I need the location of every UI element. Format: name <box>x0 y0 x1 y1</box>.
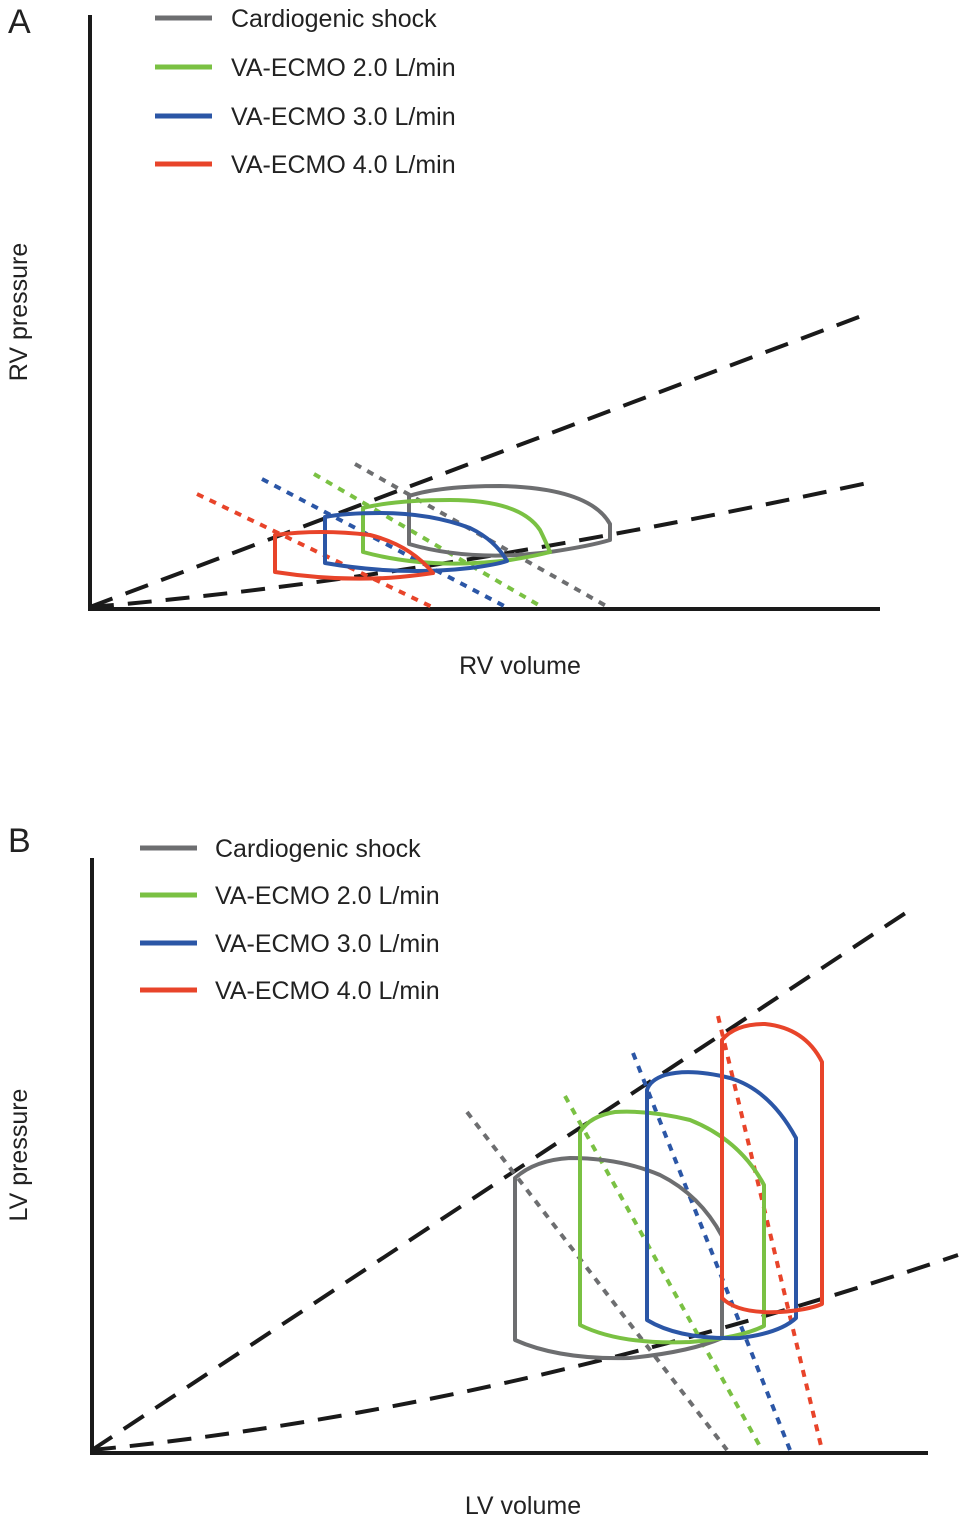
panel-a-y-axis-label: RV pressure <box>5 243 33 382</box>
legend-label-ecmo-4: VA-ECMO 4.0 L/min <box>215 977 440 1005</box>
panel-b-legend: Cardiogenic shock VA-ECMO 2.0 L/min VA-E… <box>140 835 440 1005</box>
legend-label-ecmo-2: VA-ECMO 2.0 L/min <box>231 54 456 82</box>
legend-label-ecmo-2: VA-ECMO 2.0 L/min <box>215 882 440 910</box>
panel-b-loop-ecmo-4 <box>720 1022 824 1315</box>
panel-b-y-axis-label: LV pressure <box>5 1089 33 1222</box>
panel-b-ea-ecmo-2 <box>563 1095 764 1451</box>
panel-b-loop-ecmo-3 <box>645 1070 798 1341</box>
panel-a-letter: A <box>8 3 31 41</box>
panel-b-ea-ecmo-3 <box>631 1052 792 1451</box>
panel-a-loop-ecmo-3 <box>323 511 509 574</box>
panel-b-loop-cardiogenic-shock <box>513 1156 724 1361</box>
panel-a-loop-ecmo-4 <box>273 530 435 581</box>
panel-b-x-axis-label: LV volume <box>465 1492 581 1520</box>
panel-a-ea-ecmo-3 <box>261 477 507 609</box>
panel-b-letter: B <box>8 822 31 860</box>
legend-label-cardiogenic-shock: Cardiogenic shock <box>231 5 437 33</box>
panel-b-ea-ecmo-4 <box>716 1015 824 1451</box>
panel-a-espvr-line <box>89 310 873 609</box>
legend-label-ecmo-3: VA-ECMO 3.0 L/min <box>215 930 440 958</box>
legend-label-ecmo-4: VA-ECMO 4.0 L/min <box>231 151 456 179</box>
legend-label-cardiogenic-shock: Cardiogenic shock <box>215 835 421 863</box>
legend-label-ecmo-3: VA-ECMO 3.0 L/min <box>231 103 456 131</box>
panel-a: A Cardiogenic shock VA-ECMO 2.0 L/min VA… <box>5 3 880 680</box>
panel-a-x-axis-label: RV volume <box>459 652 581 680</box>
panel-a-loop-cardiogenic-shock <box>407 484 612 558</box>
panel-a-loop-ecmo-2 <box>361 498 552 566</box>
panel-a-legend: Cardiogenic shock VA-ECMO 2.0 L/min VA-E… <box>155 5 456 179</box>
panel-b-loop-ecmo-2 <box>578 1109 766 1345</box>
panel-b-edpvr-curve <box>91 1253 959 1452</box>
panel-a-ea-ecmo-4 <box>196 492 433 609</box>
panel-b-ea-cardiogenic-shock <box>465 1110 729 1452</box>
panel-a-ea-ecmo-2 <box>312 472 544 609</box>
panel-b-espvr-line <box>90 908 912 1452</box>
panel-b: B Cardiogenic shock VA-ECMO 2.0 L/min VA… <box>5 822 959 1520</box>
